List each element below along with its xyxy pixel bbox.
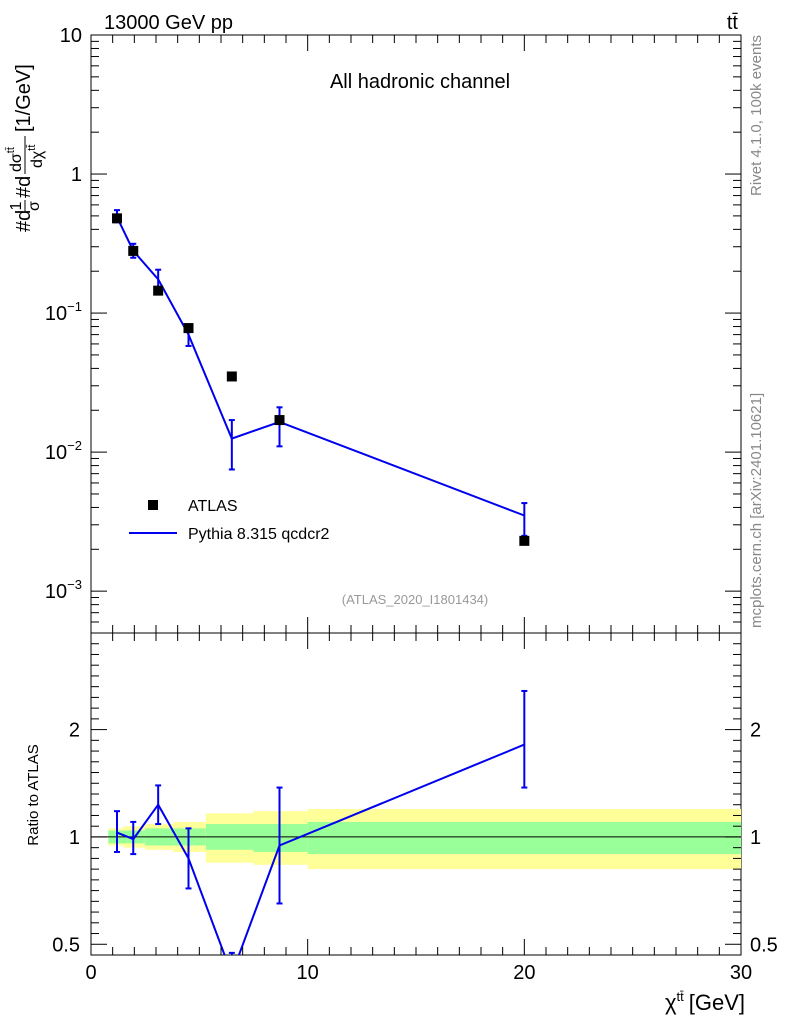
y-tick-label-exp: −3 <box>67 577 82 592</box>
legend: ATLAS Pythia 8.315 qcdcr2 <box>129 498 330 543</box>
x-label-sup: tt̄ <box>677 989 685 1004</box>
y-tick-label-exp: −1 <box>67 299 82 314</box>
y-label-frac2-den: dχ <box>29 150 46 168</box>
y-label-frac2-den-sup: tt̄ <box>26 144 38 150</box>
analysis-watermark: (ATLAS_2020_I1801434) <box>342 592 488 607</box>
data-point-main <box>112 213 122 224</box>
data-point-main <box>274 415 285 426</box>
chart-title: All hadronic channel <box>330 71 510 93</box>
mcplots-label: mcplots.cern.ch [arXiv:2401.10621] <box>748 393 765 628</box>
main-y-axis-label: #d 1 σ #d dσtt̄ dχtt̄ [1/GeV] <box>5 64 46 232</box>
ratio-clipped-group <box>114 689 528 955</box>
y-tick-label-main: 10 <box>60 25 82 47</box>
y-tick-label-base: 10 <box>45 581 67 603</box>
x-tick-label: 20 <box>513 962 535 984</box>
y-label-frac2-num-sup: tt̄ <box>5 147 17 153</box>
y-tick-label-base: 10 <box>45 303 67 325</box>
y-tick-label-ratio-left: 0.5 <box>52 934 80 956</box>
data-point-main <box>128 245 139 256</box>
legend-label-pythia: Pythia 8.315 qcdcr2 <box>188 526 330 543</box>
ratio-plot-frame <box>90 632 742 956</box>
y-tick-label-base: 10 <box>45 442 67 464</box>
data-point-main <box>153 285 164 296</box>
data-point-main <box>183 323 194 334</box>
y-tick-label-ratio-right: 2 <box>750 720 761 742</box>
svg-text:dσtt̄: dσtt̄ <box>5 147 25 172</box>
y-tick-label-main: 10−3 <box>45 577 82 603</box>
data-point-main <box>519 535 530 546</box>
y-tick-label-ratio-left: 1 <box>69 827 80 849</box>
process-label: tt̄ <box>727 12 739 34</box>
x-tick-label: 30 <box>730 962 752 984</box>
y-tick-label-main: 10−2 <box>45 438 82 464</box>
svg-text:#d: #d <box>13 210 35 232</box>
legend-label-atlas: ATLAS <box>188 498 238 515</box>
ratio-bands-layer <box>91 809 741 870</box>
y-label-frac2-num: dσ <box>8 153 25 172</box>
y-label-unit: [1/GeV] <box>13 64 35 132</box>
y-tick-label-ratio-right: 0.5 <box>750 934 778 956</box>
y-label-hash-2: #d <box>13 176 35 198</box>
y-tick-label-main: 1 <box>71 164 82 186</box>
mc-curve-main <box>116 216 525 517</box>
x-axis-label: χtt̄ [GeV] <box>665 989 745 1015</box>
rivet-version-label: Rivet 4.1.0, 100k events <box>748 35 765 196</box>
y-label-frac1-num: 1 <box>8 201 25 210</box>
energy-label: 13000 GeV pp <box>104 12 233 34</box>
y-tick-label-exp: −2 <box>67 438 82 453</box>
main-series-layer <box>112 209 530 546</box>
ratio-axis-ticks: 0.5 0.51 12 20 10 20 30 <box>52 632 778 984</box>
y-tick-label-ratio-right: 1 <box>750 827 761 849</box>
y-tick-label-main: 10−1 <box>45 299 82 325</box>
y-label-frac1-den: σ <box>26 201 43 211</box>
ratio-series-layer <box>114 689 528 955</box>
x-tick-label: 10 <box>297 962 319 984</box>
legend-marker-atlas <box>148 500 158 510</box>
x-label-unit: [GeV] <box>689 990 745 1015</box>
ratio-inner-band <box>307 821 741 855</box>
x-tick-label: 0 <box>85 962 96 984</box>
svg-text:dχtt̄: dχtt̄ <box>26 144 46 168</box>
y-label-hash-1: #d <box>13 210 35 232</box>
data-point-main <box>226 371 237 382</box>
y-tick-label-ratio-left: 2 <box>69 720 80 742</box>
x-label-symbol: χ <box>665 990 677 1015</box>
ratio-y-axis-label: Ratio to ATLAS <box>25 744 42 845</box>
